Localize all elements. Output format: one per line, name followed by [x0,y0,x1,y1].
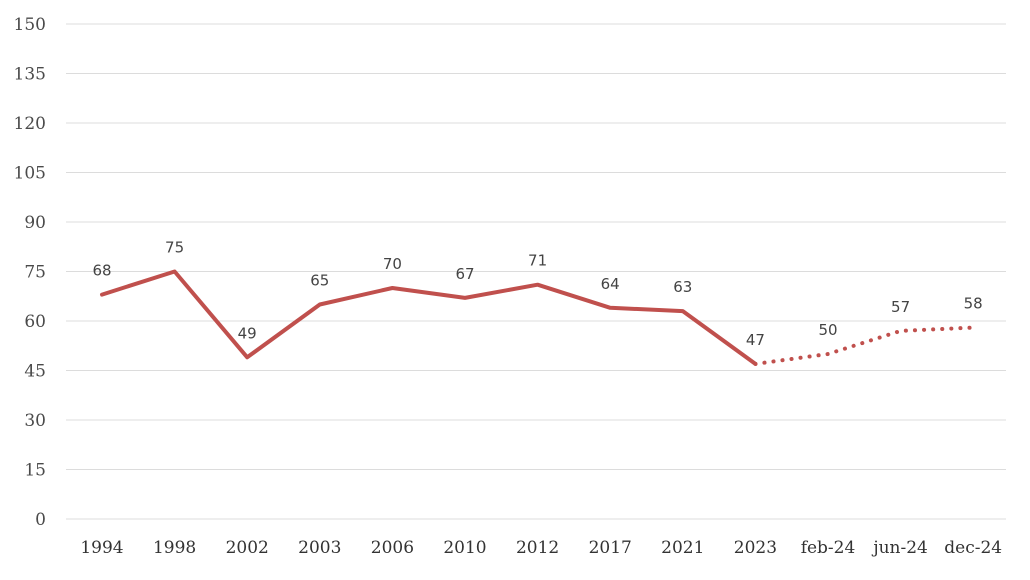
x-tick-label-2021: 2021 [661,538,704,558]
data-point-2021 [681,309,685,313]
data-point-2002 [245,355,249,359]
x-tick-label-2003: 2003 [298,538,341,558]
data-point-2023 [753,362,757,366]
x-tick-label-1994: 1994 [80,538,123,558]
data-label-2003: 65 [310,272,329,290]
data-label-2021: 63 [673,278,692,296]
x-tick-label-2012: 2012 [516,538,559,558]
y-tick-label-0: 0 [35,510,46,530]
y-tick-label-30: 30 [24,411,46,431]
data-label-2010: 67 [455,265,474,283]
y-tick-label-75: 75 [24,263,46,283]
data-label-2002: 49 [238,324,257,342]
y-tick-label-90: 90 [24,213,46,233]
x-tick-label-jun-24: jun-24 [871,538,928,558]
data-label-jun-24: 57 [891,298,910,316]
x-tick-label-2006: 2006 [371,538,414,558]
data-label-2012: 71 [528,252,547,270]
x-tick-label-2023: 2023 [734,538,777,558]
data-label-dec-24: 58 [964,295,983,313]
y-tick-label-60: 60 [24,312,46,332]
data-label-1994: 68 [92,262,111,280]
data-point-2006 [390,286,394,290]
series-line-solid [100,269,758,366]
x-tick-label-1998: 1998 [153,538,196,558]
data-labels: 68 75 49 65 70 67 71 64 63 47 50 57 58 [92,239,982,349]
data-label-2017: 64 [601,275,620,293]
data-label-feb-24: 50 [818,321,837,339]
data-point-1994 [100,293,104,297]
data-point-1998 [173,270,177,274]
y-axis: 0 15 30 45 60 75 90 105 120 135 150 [14,15,46,530]
x-tick-label-2010: 2010 [443,538,486,558]
data-point-2003 [318,303,322,307]
grid [66,23,1006,520]
data-point-2010 [463,296,467,300]
y-tick-label-15: 15 [24,461,46,481]
y-tick-label-120: 120 [14,114,46,134]
data-point-dec-24 [971,326,975,330]
x-axis: 1994 1998 2002 2003 2006 2010 2012 2017 2021 2023… [80,538,1002,558]
data-label-1998: 75 [165,239,184,257]
y-tick-label-135: 135 [14,65,46,85]
y-tick-label-45: 45 [24,362,46,382]
data-point-2012 [536,283,540,287]
data-label-2023: 47 [746,331,765,349]
series-line-dotted [753,325,976,366]
x-tick-label-feb-24: feb-24 [801,538,856,558]
series [100,269,976,366]
data-point-2017 [608,306,612,310]
data-point-feb-24 [826,352,830,356]
x-tick-label-dec-24: dec-24 [944,538,1002,558]
y-tick-label-105: 105 [14,164,46,184]
x-tick-label-2002: 2002 [226,538,269,558]
y-tick-label-150: 150 [14,15,46,35]
data-label-2006: 70 [383,255,402,273]
x-tick-label-2017: 2017 [589,538,632,558]
data-point-jun-24 [899,329,903,333]
